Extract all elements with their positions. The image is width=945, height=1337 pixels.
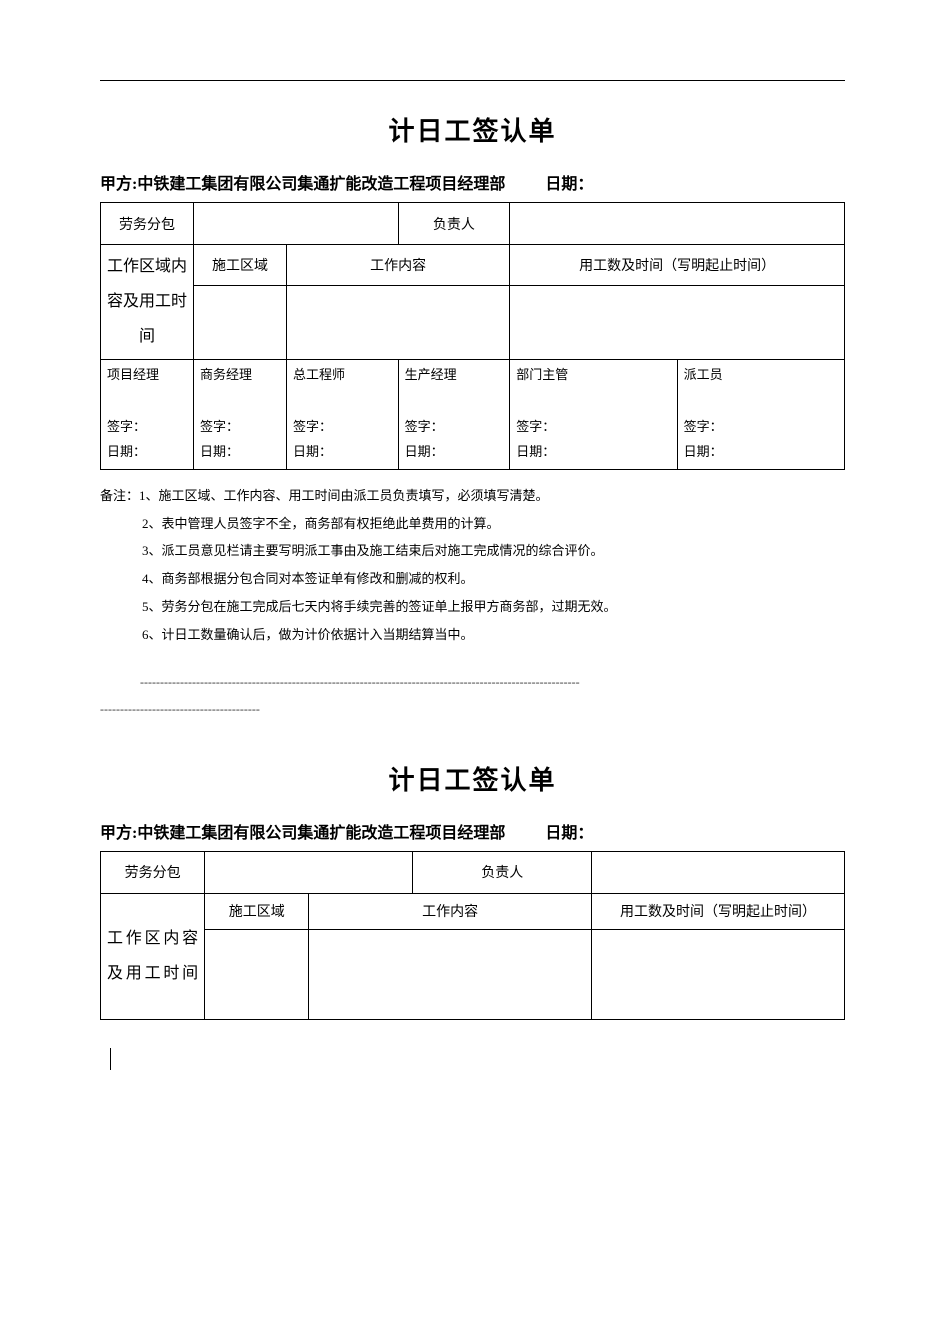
sig-cell-4[interactable]: 部门主管 签字： 日期： [510,359,677,469]
note-0: 1、施工区域、工作内容、用工时间由派工员负责填写，必须填写清楚。 [139,482,549,510]
subcontract-value-2[interactable] [205,851,413,893]
party-a-label: 甲方: [100,170,137,194]
col-content: 工作内容 [287,245,510,286]
sig-date-3: 日期： [405,440,504,465]
subcontract-label: 劳务分包 [101,203,194,245]
sig-role-3: 生产经理 [405,364,504,383]
form2-header-line: 甲方: 中铁建工集团有限公司集通扩能改造工程项目经理部 日期： [100,819,845,843]
party-a-label-2: 甲方: [100,819,137,843]
work-block-label: 工作区域内容及用工时间 [101,245,194,360]
note-2: 3、派工员意见栏请主要写明派工事由及施工结束后对施工完成情况的综合评价。 [100,537,845,565]
sig-date-0: 日期： [107,440,187,465]
form2-title: 计日工签认单 [100,760,845,797]
sig-sign-5: 签字： [684,415,838,440]
subcontract-label-2: 劳务分包 [101,851,205,893]
note-4: 5、劳务分包在施工完成后七天内将手续完善的签证单上报甲方商务部，过期无效。 [100,593,845,621]
sig-sign-3: 签字： [405,415,504,440]
form1-title: 计日工签认单 [100,111,845,148]
sig-role-0: 项目经理 [107,364,187,383]
sig-sign-1: 签字： [200,415,280,440]
sig-date-2: 日期： [293,440,392,465]
sig-sign-0: 签字： [107,415,187,440]
form1-table: 劳务分包 负责人 工作区域内容及用工时间 施工区域 工作内容 用工数及时间（写明… [100,202,845,470]
col-area-2: 施工区域 [205,893,309,929]
sig-date-1: 日期： [200,440,280,465]
sig-sign-4: 签字： [516,415,670,440]
sig-cell-2[interactable]: 总工程师 签字： 日期： [287,359,399,469]
form2-row-subcontract: 劳务分包 负责人 [101,851,845,893]
responsible-value[interactable] [510,203,845,245]
work-block-label-2: 工作区内容及用工时间 [101,893,205,1019]
responsible-value-2[interactable] [592,851,845,893]
sig-sign-2: 签字： [293,415,392,440]
sig-cell-5[interactable]: 派工员 签字： 日期： [677,359,844,469]
labor-value[interactable] [510,286,845,360]
form1-row-signatures: 项目经理 签字： 日期： 商务经理 签字： 日期： [101,359,845,469]
responsible-label-2: 负责人 [413,851,592,893]
responsible-label: 负责人 [398,203,510,245]
separator-line-2: ---------------------------------------- [100,700,845,719]
col-content-2: 工作内容 [309,893,592,929]
area-value[interactable] [194,286,287,360]
separator-line-1: ----------------------------------------… [100,673,845,692]
note-3: 4、商务部根据分包合同对本签证单有修改和删减的权利。 [100,565,845,593]
sig-cell-1[interactable]: 商务经理 签字： 日期： [194,359,287,469]
sig-role-1: 商务经理 [200,364,280,383]
form1-row-workheaders: 工作区域内容及用工时间 施工区域 工作内容 用工数及时间（写明起止时间） [101,245,845,286]
sig-cell-3[interactable]: 生产经理 签字： 日期： [398,359,510,469]
form2-row-workbody [101,929,845,1019]
sig-cell-0[interactable]: 项目经理 签字： 日期： [101,359,194,469]
labor-value-2[interactable] [592,929,845,1019]
notes-prefix: 备注： [100,482,139,510]
form2-table: 劳务分包 负责人 工作区内容及用工时间 施工区域 工作内容 用工数及时间（写明起… [100,851,845,1020]
form1-notes: 备注： 1、施工区域、工作内容、用工时间由派工员负责填写，必须填写清楚。 2、表… [100,482,845,650]
form1-row-subcontract: 劳务分包 负责人 [101,203,845,245]
sig-role-2: 总工程师 [293,364,392,383]
note-5: 6、计日工数量确认后，做为计价依据计入当期结算当中。 [100,621,845,649]
party-a-value: 中铁建工集团有限公司集通扩能改造工程项目经理部 [137,170,505,194]
footer-tick-mark [110,1048,111,1070]
note-1: 2、表中管理人员签字不全，商务部有权拒绝此单费用的计算。 [100,510,845,538]
top-horizontal-rule [100,80,845,81]
page: 计日工签认单 甲方: 中铁建工集团有限公司集通扩能改造工程项目经理部 日期： 劳… [0,80,945,1080]
area-value-2[interactable] [205,929,309,1019]
subcontract-value[interactable] [194,203,399,245]
col-labor-2: 用工数及时间（写明起止时间） [592,893,845,929]
col-labor: 用工数及时间（写明起止时间） [510,245,845,286]
sig-date-5: 日期： [684,440,838,465]
form-2: 计日工签认单 甲方: 中铁建工集团有限公司集通扩能改造工程项目经理部 日期： 劳… [0,760,945,1020]
form-1: 计日工签认单 甲方: 中铁建工集团有限公司集通扩能改造工程项目经理部 日期： 劳… [0,111,945,692]
content-value-2[interactable] [309,929,592,1019]
col-area: 施工区域 [194,245,287,286]
sig-date-4: 日期： [516,440,670,465]
form2-row-workheaders: 工作区内容及用工时间 施工区域 工作内容 用工数及时间（写明起止时间） [101,893,845,929]
form1-row-workbody [101,286,845,360]
party-a-value-2: 中铁建工集团有限公司集通扩能改造工程项目经理部 [137,819,505,843]
page-footer [0,1020,945,1080]
form2-date-label: 日期： [545,819,593,843]
form1-date-label: 日期： [545,170,593,194]
content-value[interactable] [287,286,510,360]
sig-role-5: 派工员 [684,364,838,383]
form1-header-line: 甲方: 中铁建工集团有限公司集通扩能改造工程项目经理部 日期： [100,170,845,194]
sig-role-4: 部门主管 [516,364,670,383]
